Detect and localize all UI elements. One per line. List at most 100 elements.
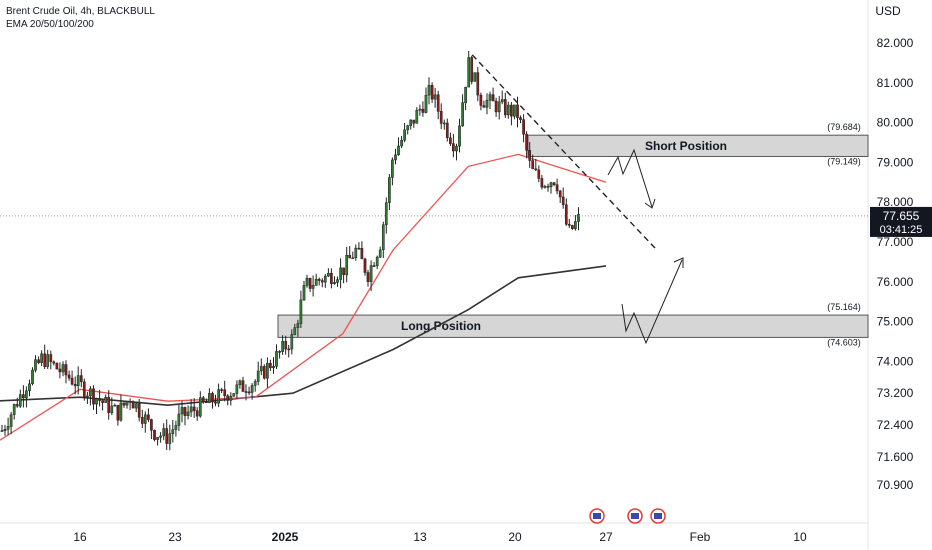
- candle-down: [519, 117, 522, 120]
- candle-up: [485, 99, 489, 108]
- candle-down: [37, 359, 40, 363]
- candle-up: [28, 383, 31, 392]
- event-flag-icon: [589, 508, 605, 524]
- candle-down: [546, 186, 550, 188]
- candle-up: [378, 249, 382, 258]
- candle-up: [351, 257, 355, 260]
- candle-down: [452, 143, 455, 152]
- x-tick-label: 16: [73, 530, 87, 544]
- candle-up: [229, 395, 233, 401]
- candle-down: [122, 402, 126, 406]
- y-tick-label: 78.000: [877, 195, 914, 209]
- candle-down: [494, 100, 498, 113]
- candle-down: [449, 137, 452, 144]
- candle-up: [406, 125, 410, 131]
- zone-title-long: Long Position: [401, 319, 481, 333]
- candle-down: [214, 401, 217, 404]
- candle-up: [500, 99, 504, 103]
- candle-down: [244, 391, 248, 393]
- indicator-line: EMA 20/50/100/200: [6, 19, 94, 30]
- x-tick-label: 13: [413, 530, 427, 544]
- candle-down: [363, 258, 367, 273]
- candle-up: [323, 275, 327, 283]
- y-tick-label: 77.000: [877, 235, 914, 249]
- candle-down: [503, 99, 507, 116]
- candle-up: [327, 272, 330, 277]
- candle-up: [336, 279, 339, 283]
- candle-up: [464, 86, 467, 104]
- candle-down: [479, 94, 483, 106]
- candle-up: [577, 214, 580, 222]
- event-flag-core: [654, 513, 662, 519]
- candle-up: [46, 354, 50, 367]
- candle-down: [436, 94, 440, 112]
- candle-down: [522, 119, 525, 135]
- candle-up: [186, 411, 190, 416]
- candle-down: [360, 248, 364, 260]
- candle-down: [269, 363, 272, 369]
- candle-down: [510, 104, 513, 117]
- candle-down: [116, 404, 120, 421]
- candle-up: [156, 437, 159, 440]
- candle-down: [64, 364, 68, 376]
- candle-up: [232, 393, 236, 397]
- candle-up: [275, 351, 278, 367]
- candle-up: [256, 370, 260, 382]
- candle-down: [284, 341, 288, 350]
- candle-down: [98, 398, 101, 401]
- candle-down: [537, 169, 541, 179]
- candle-up: [305, 277, 309, 286]
- candle-up: [180, 407, 184, 415]
- candle-up: [143, 414, 147, 424]
- candle-down: [525, 133, 528, 151]
- candle-down: [79, 375, 83, 383]
- candle-down: [317, 278, 321, 281]
- candle-up: [394, 154, 397, 161]
- candle-down: [82, 381, 86, 398]
- candle-down: [211, 393, 214, 403]
- candle-up: [384, 202, 388, 226]
- candle-up: [455, 145, 458, 152]
- short-projection-arrow: [607, 148, 653, 208]
- zone-long: [277, 314, 869, 338]
- candle-up: [424, 94, 428, 113]
- candle-down: [201, 397, 205, 402]
- candle-up: [473, 72, 477, 82]
- candle-down: [430, 84, 434, 100]
- y-tick-label: 74.000: [877, 354, 914, 368]
- y-tick-label: 75.000: [877, 315, 914, 329]
- x-tick-label: 27: [599, 530, 613, 544]
- event-flag-icon: [627, 508, 643, 524]
- candle-up: [418, 108, 422, 111]
- candle-up: [162, 428, 166, 437]
- event-flag-core: [631, 513, 639, 519]
- candle-up: [31, 369, 34, 384]
- event-flag-icon: [650, 508, 666, 524]
- candle-up: [458, 125, 461, 147]
- candle-up: [381, 224, 385, 251]
- y-tick-label: 73.200: [877, 386, 914, 400]
- candle-up: [433, 94, 437, 100]
- candle-up: [345, 254, 349, 276]
- y-tick-label: 79.000: [877, 155, 914, 169]
- candle-down: [101, 400, 104, 403]
- candle-down: [15, 404, 19, 407]
- candle-up: [86, 395, 89, 398]
- candle-up: [488, 94, 492, 101]
- zone-bottom-label: (79.149): [827, 156, 861, 166]
- candle-up: [427, 84, 431, 96]
- candle-up: [18, 394, 22, 407]
- candle-down: [564, 204, 568, 225]
- candle-down: [165, 428, 169, 444]
- candle-down: [22, 394, 25, 399]
- candle-down: [92, 388, 95, 405]
- candle-up: [296, 323, 300, 328]
- candle-down: [58, 368, 62, 373]
- candle-up: [40, 353, 43, 363]
- candle-up: [113, 404, 117, 407]
- candle-up: [397, 145, 400, 156]
- candle-down: [561, 196, 565, 205]
- x-tick-label: 2025: [272, 530, 299, 544]
